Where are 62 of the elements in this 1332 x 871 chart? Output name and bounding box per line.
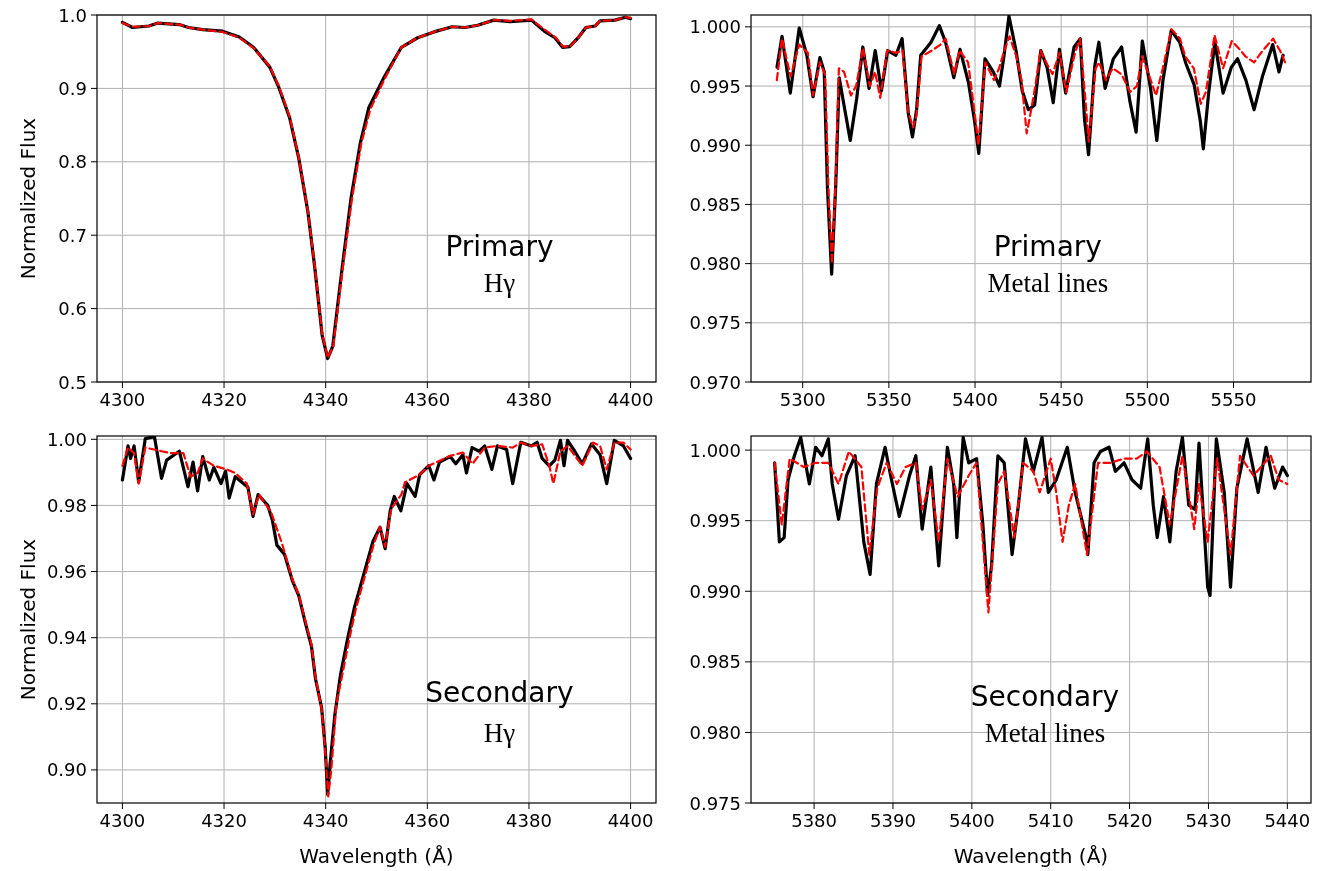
x-tick-label: 4300 [99,389,146,410]
annotation: Metal lines [987,267,1109,298]
x-tick-label: 5430 [1185,810,1232,831]
y-tick-label: 1.000 [689,16,741,38]
x-tick-label: 5440 [1264,810,1311,831]
y-tick-label: 0.995 [689,510,741,532]
x-tick-label: 5350 [865,389,912,410]
y-tick-label: 1.00 [46,428,87,450]
annotation: Secondary [425,676,574,710]
annotation: Hγ [483,718,516,749]
annotation: Secondary [970,680,1120,714]
x-tick-label: 4300 [99,810,146,831]
y-tick-label: 0.90 [46,759,87,781]
y-tick-label: 0.985 [689,193,741,215]
y-tick-label: 0.995 [689,75,741,97]
x-tick-label: 5450 [1038,389,1085,410]
annotation: Primary [445,229,554,263]
x-tick-label: 5400 [948,810,995,831]
annotation: Metal lines [984,718,1106,749]
x-tick-label: 5380 [791,810,837,831]
x-tick-label: 4320 [201,810,247,831]
x-tick-label: 4360 [404,810,451,831]
y-tick-label: 0.975 [689,792,741,814]
annotation: Primary [993,229,1102,263]
y-tick-label: 1.0 [58,4,87,26]
x-tick-label: 5500 [1124,389,1171,410]
x-tick-label: 4340 [302,810,349,831]
y-tick-label: 0.6 [58,298,87,320]
y-tick-label: 0.92 [46,693,87,715]
y-tick-label: 0.990 [689,134,741,156]
annotation: Hγ [483,267,516,298]
x-tick-label: 5420 [1106,810,1153,831]
x-axis-title: Wavelength (Å) [953,844,1109,868]
x-axis-title: Wavelength (Å) [299,844,454,868]
x-tick-label: 4360 [404,389,451,410]
y-tick-label: 0.9 [58,77,87,99]
y-tick-label: 0.980 [689,253,741,275]
y-tick-label: 0.980 [689,721,741,743]
y-axis-title: Normalized Flux [16,538,40,701]
x-tick-label: 4400 [607,389,654,410]
y-tick-label: 1.000 [689,439,741,461]
y-tick-label: 0.975 [689,312,741,334]
y-tick-label: 0.970 [689,371,741,393]
y-axis-title: Normalized Flux [16,117,40,280]
x-tick-label: 5390 [870,810,916,831]
y-tick-label: 0.7 [58,224,87,246]
y-tick-label: 0.94 [46,627,87,649]
x-tick-label: 5300 [779,389,826,410]
x-tick-label: 5410 [1027,810,1074,831]
y-tick-label: 0.5 [58,371,87,393]
y-tick-label: 0.985 [689,651,741,673]
x-tick-label: 4340 [302,389,349,410]
x-tick-label: 5550 [1210,389,1257,410]
x-tick-label: 4320 [201,389,247,410]
y-tick-label: 0.8 [58,151,87,173]
y-tick-label: 0.96 [46,561,87,583]
x-tick-label: 5400 [952,389,998,410]
x-tick-label: 4380 [506,389,552,410]
y-tick-label: 0.98 [46,494,87,516]
x-tick-label: 4380 [506,810,552,831]
x-tick-label: 4400 [607,810,654,831]
y-tick-label: 0.990 [689,580,741,602]
